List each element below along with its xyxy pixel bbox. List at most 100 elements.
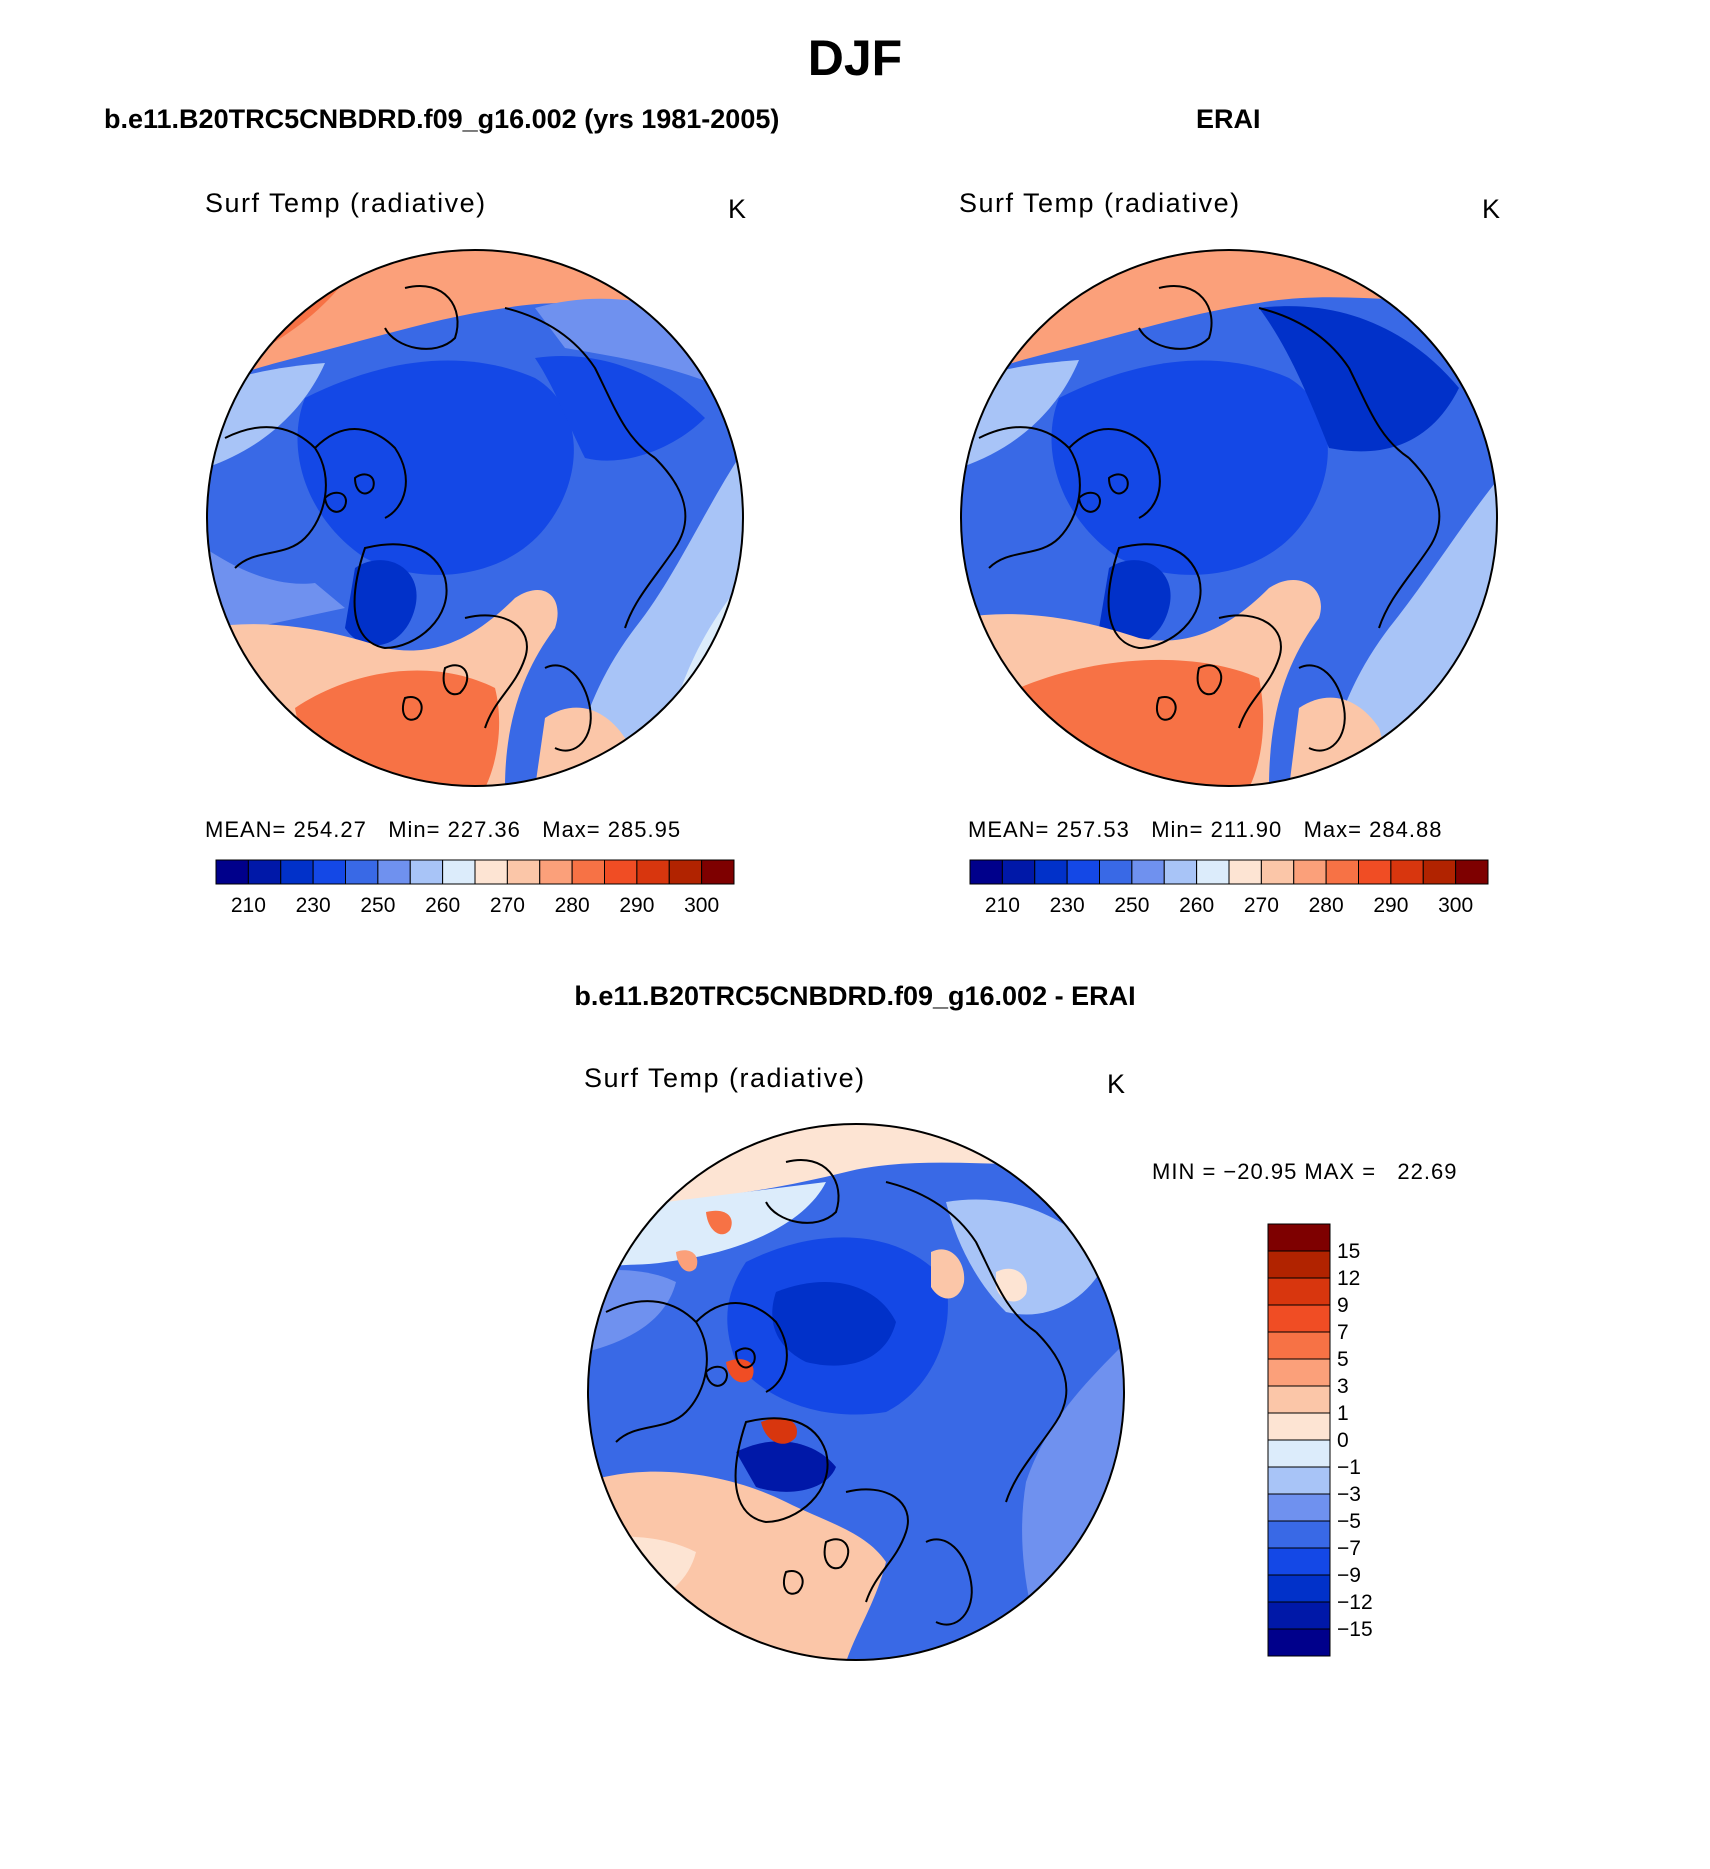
colorbar-tick-label: 7	[1337, 1321, 1349, 1344]
diff-hot-spot-3	[706, 1210, 732, 1235]
model-units-label: K	[728, 194, 748, 224]
obs-map-border	[960, 249, 1498, 787]
diff-colorbar: 15 12 9 7 5 3 1 0 −1 −3 −5 −7 −9 −12 −15	[1267, 1223, 1373, 1657]
colorbar-box	[280, 859, 314, 885]
colorbar-tick-label: 300	[1438, 894, 1473, 917]
model-siberia-core	[535, 356, 705, 461]
obs-atlantic-hot	[1019, 659, 1264, 786]
colorbar-box	[1390, 859, 1424, 885]
colorbar-box	[345, 859, 379, 885]
colorbar-box	[1001, 859, 1036, 885]
model-mean-value: 254.27	[293, 817, 367, 842]
colorbar-tick-label: 270	[1244, 894, 1279, 917]
colorbar-box	[1131, 859, 1165, 885]
colorbar-tick-label: 250	[1114, 894, 1149, 917]
colorbar-tick-label: −7	[1337, 1537, 1361, 1560]
colorbar-box	[377, 859, 411, 885]
colorbar-box	[969, 859, 1003, 885]
colorbar-tick-label: −9	[1337, 1564, 1361, 1587]
colorbar-box	[1196, 859, 1230, 885]
colorbar-box	[1267, 1466, 1331, 1495]
colorbar-box	[1228, 859, 1262, 885]
colorbar-tick-label: 230	[1050, 894, 1085, 917]
colorbar-tick-label: 250	[360, 894, 395, 917]
colorbar-tick-label: −3	[1337, 1483, 1361, 1506]
obs-stats: MEAN= 257.53 Min= 211.90 Max= 284.88	[968, 817, 1443, 842]
colorbar-box	[1455, 859, 1489, 885]
obs-greenland-core	[1099, 560, 1171, 646]
colorbar-box	[604, 859, 638, 885]
model-map-border	[206, 249, 744, 787]
colorbar-tick-label: 270	[490, 894, 525, 917]
colorbar-tick-label: −15	[1337, 1618, 1373, 1641]
colorbar-box	[1267, 1628, 1331, 1657]
colorbar-box	[571, 859, 605, 885]
colorbar-box	[1260, 859, 1295, 885]
model-stats: MEAN= 254.27 Min= 227.36 Max= 285.95	[205, 817, 682, 842]
colorbar-box	[1267, 1439, 1331, 1468]
colorbar-tick-label: 5	[1337, 1348, 1349, 1371]
colorbar-box	[701, 859, 735, 885]
colorbar-box	[1267, 1250, 1331, 1279]
colorbar-tick-label: 210	[985, 894, 1020, 917]
page-title: DJF	[807, 30, 903, 86]
colorbar-tick-label: 3	[1337, 1375, 1349, 1398]
colorbar-tick-label: 290	[1373, 894, 1408, 917]
colorbar-box	[1267, 1331, 1331, 1360]
model-min-value: 227.36	[447, 817, 521, 842]
colorbar-box	[1267, 1412, 1331, 1441]
diff-variable-label: Surf Temp (radiative)	[584, 1063, 866, 1093]
colorbar-box	[1267, 1358, 1331, 1387]
colorbar-box	[1267, 1601, 1331, 1630]
diff-atlantic-pale	[588, 1536, 696, 1622]
diff-siberia-warm-1	[931, 1249, 965, 1299]
obs-variable-label: Surf Temp (radiative)	[959, 188, 1241, 218]
diff-stats: MIN = −20.95 MAX = 22.69	[1152, 1159, 1458, 1184]
diff-siberia-light	[946, 1199, 1106, 1315]
colorbar-box	[506, 859, 541, 885]
colorbar-box	[1267, 1223, 1331, 1252]
colorbar-tick-label: 230	[296, 894, 331, 917]
obs-max-value: 284.88	[1369, 817, 1443, 842]
colorbar-tick-label: 260	[425, 894, 460, 917]
colorbar-box	[442, 859, 476, 885]
colorbar-tick-label: 280	[555, 894, 590, 917]
diff-arctic-colder	[772, 1282, 896, 1366]
colorbar-box	[1422, 859, 1457, 885]
colorbar-box	[1293, 859, 1327, 885]
diff-panel-title: b.e11.B20TRC5CNBDRD.f09_g16.002 - ERAI	[574, 981, 1136, 1011]
colorbar-tick-label: 9	[1337, 1294, 1349, 1317]
model-polar-map	[206, 249, 744, 787]
diff-siberia-warm-2	[996, 1268, 1027, 1302]
colorbar-box	[1267, 1520, 1331, 1549]
model-variable-label: Surf Temp (radiative)	[205, 188, 487, 218]
colorbar-box	[247, 859, 282, 885]
model-coastlines	[224, 285, 728, 752]
colorbar-box	[409, 859, 444, 885]
diff-map-border	[587, 1123, 1125, 1661]
model-panel-title: b.e11.B20TRC5CNBDRD.f09_g16.002 (yrs 198…	[104, 104, 780, 134]
colorbar-box	[215, 859, 249, 885]
obs-siberia-core	[1259, 306, 1459, 452]
model-greenland-core	[345, 560, 417, 646]
colorbar-tick-label: 280	[1309, 894, 1344, 917]
obs-panel-title: ERAI	[1196, 104, 1261, 134]
colorbar-box	[1267, 1574, 1331, 1603]
diff-hot-spot-4	[676, 1250, 698, 1272]
colorbar-box	[474, 859, 508, 885]
diff-hot-spot-2	[726, 1359, 754, 1383]
obs-arctic-core	[1051, 360, 1328, 575]
colorbar-box	[1099, 859, 1133, 885]
colorbar-tick-label: 290	[619, 894, 654, 917]
obs-coastlines	[978, 285, 1482, 752]
model-max-value: 285.95	[607, 817, 682, 842]
colorbar-box	[539, 859, 573, 885]
colorbar-tick-label: 210	[231, 894, 266, 917]
colorbar-box	[668, 859, 703, 885]
model-colorbar: 210 230 250 260 270 280 290 300	[215, 859, 735, 917]
colorbar-tick-label: 15	[1337, 1240, 1360, 1263]
colorbar-box	[1267, 1493, 1331, 1522]
colorbar-box	[1163, 859, 1198, 885]
colorbar-box	[1267, 1385, 1331, 1414]
colorbar-tick-label: −12	[1337, 1591, 1373, 1614]
